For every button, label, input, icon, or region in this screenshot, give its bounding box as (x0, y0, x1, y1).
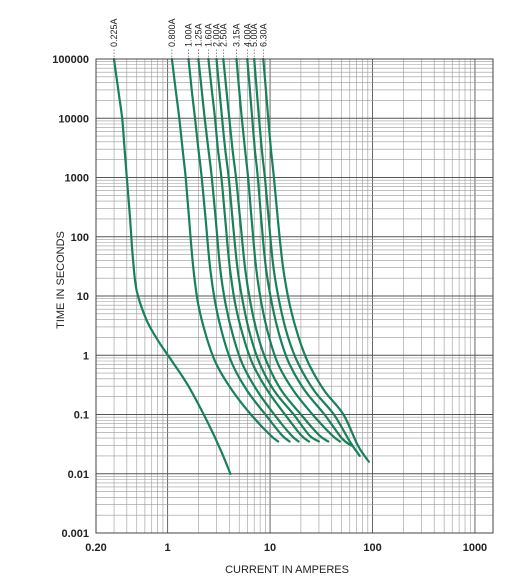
x-tick-label: 10 (264, 542, 276, 554)
grid-lines (95, 59, 493, 534)
x-tick-labels: 0.20 1 10 100 1000 (85, 542, 487, 554)
rating-label-5-00a: 5.00A (249, 23, 259, 47)
rating-label-3-15a: 3.15A (232, 23, 242, 47)
x-axis-title: CURRENT IN AMPERES (225, 564, 349, 576)
rating-label-0-800a: 0.800A (167, 18, 177, 47)
y-tick-label: 10000 (58, 113, 89, 125)
x-tick-label: 1 (165, 542, 171, 554)
y-tick-label: 0.1 (74, 410, 89, 422)
curve-6-30a (262, 57, 370, 463)
rating-label-6-30a: 6.30A (258, 23, 268, 47)
curves-layer (112, 57, 370, 475)
y-tick-label: 0.01 (68, 469, 89, 481)
y-tick-labels: 100000 10000 1000 100 10 1 0.1 0.01 0.001 (52, 54, 89, 540)
curve-1-60a (207, 57, 311, 443)
rating-label-0-225a: 0.225A (109, 18, 119, 47)
curve-2-00a (215, 57, 320, 443)
curve-2-50a (222, 57, 330, 443)
rating-label-1-25a: 1.25A (193, 23, 203, 47)
curve-5-00a (253, 57, 361, 457)
rating-label-1-00a: 1.00A (184, 23, 194, 47)
curve-0-225a (112, 57, 232, 475)
curve-0-800a (170, 57, 280, 443)
x-tick-label: 1000 (463, 542, 487, 554)
rating-label-4-00a: 4.00A (242, 23, 252, 47)
rating-label-2-00a: 2.00A (212, 23, 222, 47)
plot-frame (95, 58, 494, 534)
curve-1-25a (197, 57, 300, 443)
curve-3-15a (235, 57, 341, 443)
y-axis-title: TIME IN SECONDS (55, 231, 67, 329)
x-tick-label: 100 (363, 542, 381, 554)
curve-1-00a (187, 57, 291, 443)
y-tick-label: 1000 (65, 173, 89, 185)
y-tick-label: 1 (83, 350, 89, 362)
curve-4-00a (246, 57, 353, 447)
rating-label-2-50a: 2.50A (218, 23, 228, 47)
x-tick-label: 0.20 (85, 542, 106, 554)
y-tick-label: 10 (77, 291, 89, 303)
rating-label-1-60a: 1.60A (203, 23, 213, 47)
y-tick-label: 100000 (52, 54, 89, 66)
y-tick-label: 100 (71, 232, 89, 244)
y-tick-label: 0.001 (61, 528, 89, 540)
